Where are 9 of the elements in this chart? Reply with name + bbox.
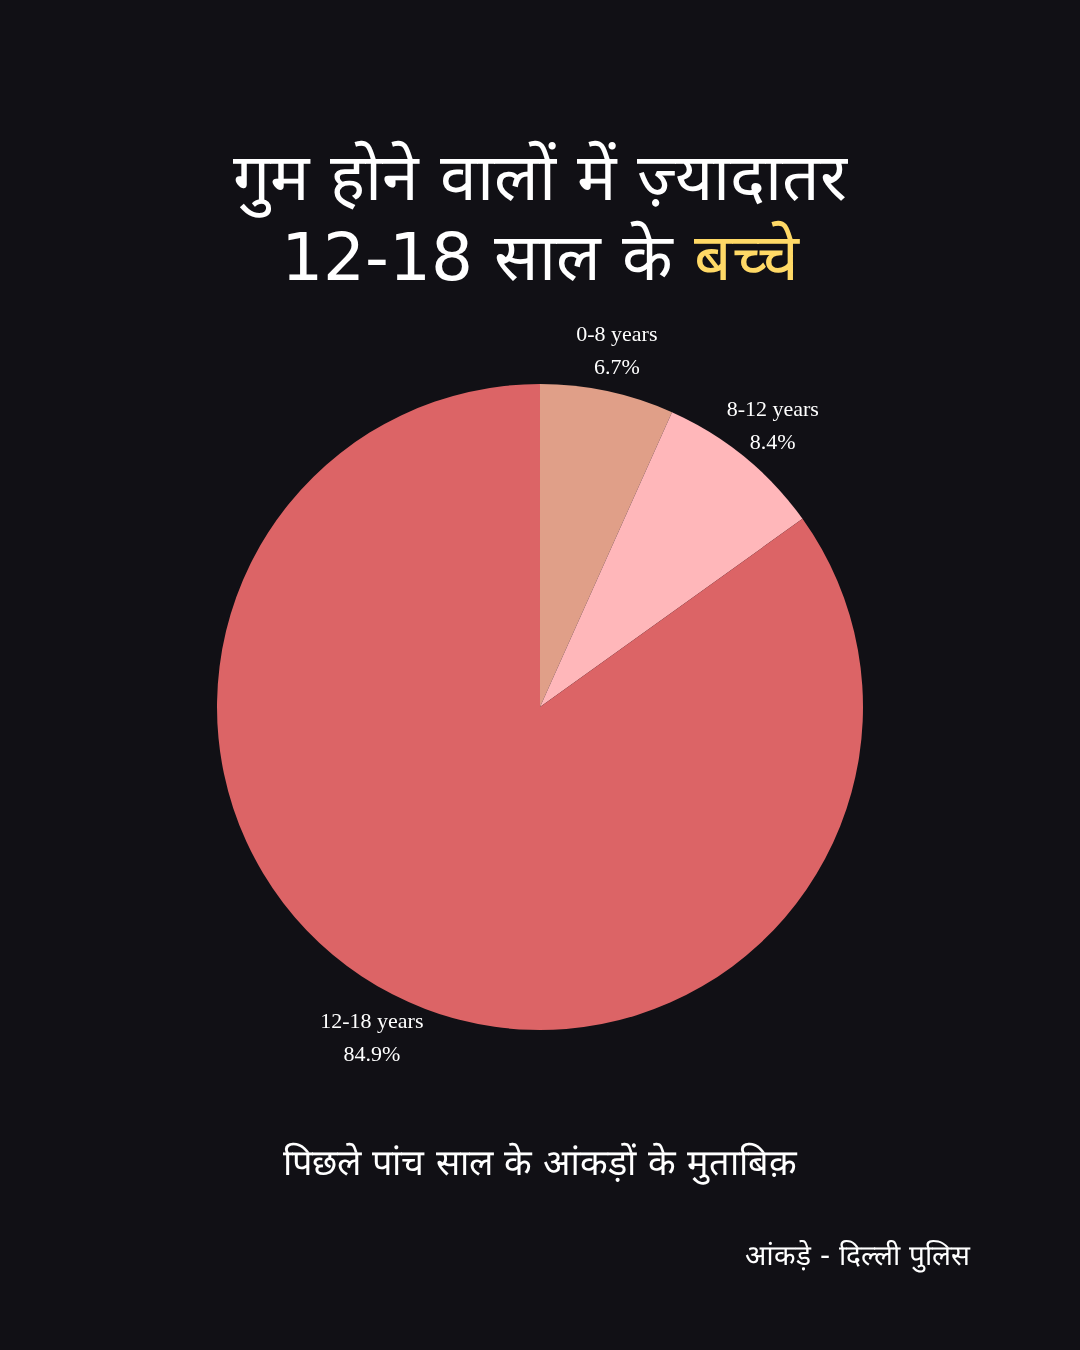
data-label: 8.4%: [749, 428, 796, 454]
slice-label: 0-8 years: [576, 321, 658, 347]
text: आंकड़े - दिल्ली पुलिस: [745, 1239, 971, 1273]
text: पिछले पांच साल के आंकड़ों के मुताबिक़: [282, 1142, 799, 1185]
data-label: 84.9%: [343, 1041, 401, 1067]
data-label: 6.7%: [593, 354, 640, 380]
chart-title: गुम होने वालों में ज़्यादातर 12-18 साल के बच्चे: [233, 139, 847, 296]
slice-label: 8-12 years: [726, 395, 819, 421]
slice-label: 12-18 years: [320, 1008, 424, 1034]
